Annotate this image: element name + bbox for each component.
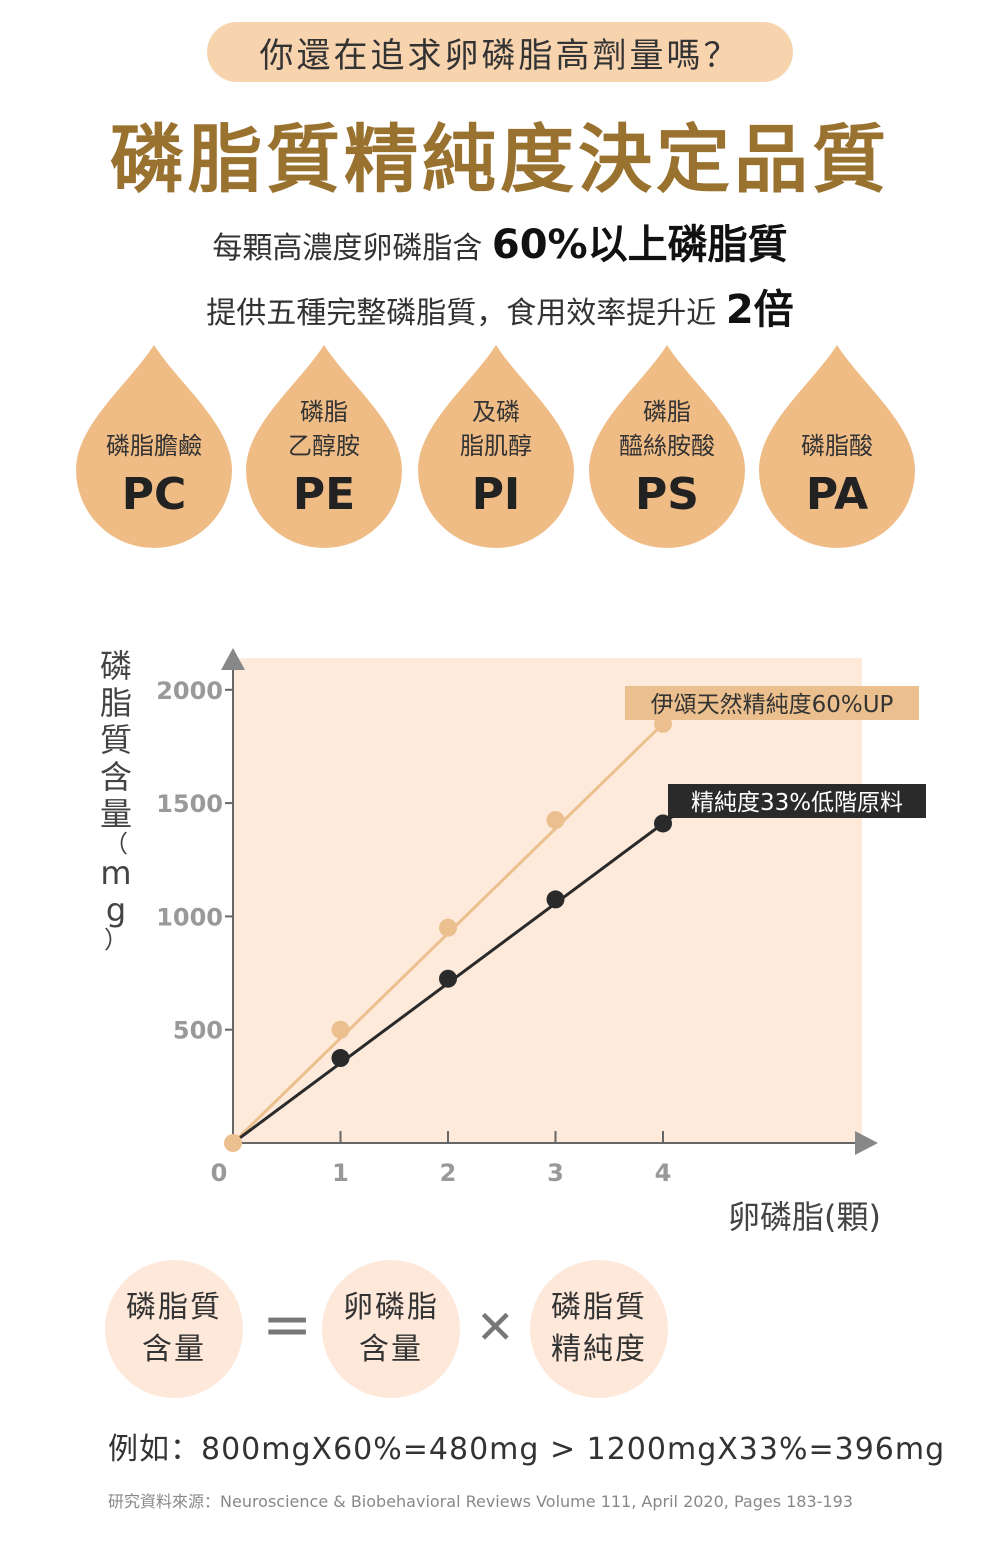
- chart-y-label-char: g: [105, 891, 127, 929]
- legend-label-low: 精純度33%低階原料: [691, 790, 903, 816]
- drop-code: PC: [121, 469, 187, 520]
- question-pill: 你還在追求卵磷脂高劑量嗎？: [207, 22, 793, 82]
- drop-label-2: 醯絲胺酸: [619, 432, 715, 460]
- formula-c2: 精純度: [551, 1332, 647, 1367]
- data-point: [224, 1134, 242, 1152]
- formula-content-circle: 磷脂質 含量: [105, 1260, 243, 1398]
- drop-pe: 磷脂 乙醇胺 PE: [246, 345, 402, 550]
- subline-1-highlight: 60%以上磷脂質: [491, 222, 788, 268]
- data-point: [546, 811, 565, 830]
- drop-ps: 磷脂 醯絲胺酸 PS: [589, 345, 745, 550]
- subline-2-text: 提供五種完整磷脂質，食用效率提升近: [206, 296, 717, 331]
- series-line: [231, 688, 699, 1145]
- subline-1: 每顆高濃度卵磷脂含 60%以上磷脂質: [0, 212, 1000, 270]
- legend-box-low: [668, 784, 926, 818]
- x-tick-label: 3: [547, 1159, 564, 1187]
- data-point: [439, 918, 457, 937]
- y-tick-label: 500: [173, 1017, 223, 1045]
- chart-y-label-char: 量: [99, 795, 132, 833]
- headline: 磷脂質精純度決定品質: [110, 117, 890, 203]
- x-tick-label: 0: [211, 1159, 228, 1187]
- x-tick-label: 4: [655, 1159, 672, 1187]
- source-citation: 研究資料來源：Neuroscience & Biobehavioral Revi…: [108, 1492, 853, 1511]
- drop-code: PS: [635, 469, 699, 520]
- drop-label-1: 磷脂: [300, 398, 348, 426]
- subline-2-highlight: 2倍: [725, 287, 794, 333]
- formula-a1: 磷脂質: [126, 1290, 222, 1325]
- drop-code: PI: [471, 469, 521, 520]
- chart-y-label-char: （: [104, 830, 128, 858]
- phospholipid-chart: 500 1000 1500 2000 0 1 2 3 4 伊頌天然精純度60%UP 精純度33%低階…: [156, 648, 926, 1187]
- chart-y-label: 磷脂質含量（m g）: [96, 647, 136, 954]
- y-tick-label: 1500: [156, 790, 223, 818]
- y-tick-label: 1000: [156, 903, 223, 931]
- formula-b2: 含量: [359, 1332, 423, 1367]
- drop-shape-icon: [418, 345, 574, 548]
- drop-pc: 磷脂膽鹼 PC: [76, 345, 232, 550]
- chart-y-label-char: 含: [99, 758, 132, 796]
- drop-pi: 及磷 脂肌醇 PI: [418, 345, 574, 550]
- formula-purity-circle: 磷脂質 精純度: [530, 1260, 668, 1398]
- multiply-icon: ✕: [476, 1300, 515, 1354]
- drop-label-2: 脂肌醇: [460, 432, 532, 460]
- y-tick-label: 2000: [156, 677, 223, 705]
- legend-label-high: 伊頌天然精純度60%UP: [651, 692, 894, 718]
- data-point: [654, 814, 672, 833]
- x-tick-label: 1: [332, 1159, 349, 1187]
- drop-label-1: 及磷: [472, 398, 520, 426]
- drop-code: PA: [805, 469, 869, 520]
- legend-box-high: [625, 686, 919, 720]
- subline-1-text: 每顆高濃度卵磷脂含: [212, 231, 483, 266]
- drop-label-2: 磷脂膽鹼: [106, 432, 202, 460]
- x-axis-arrow-icon: [855, 1131, 878, 1155]
- data-point: [439, 969, 457, 988]
- series-line: [232, 786, 713, 1145]
- chart-y-label-char: 脂: [99, 684, 132, 722]
- drop-label-1: 磷脂: [643, 398, 691, 426]
- drop-shape-icon: [759, 345, 915, 548]
- chart-y-label-char: ）: [104, 926, 128, 954]
- drop-shape-icon: [589, 345, 745, 548]
- chart-x-label: 卵磷脂(顆): [728, 1198, 881, 1236]
- x-tick-label: 2: [440, 1159, 457, 1187]
- equals-icon: =: [262, 1290, 313, 1360]
- formula-lecithin-circle: 卵磷脂 含量: [322, 1260, 460, 1398]
- formula-c1: 磷脂質: [551, 1290, 647, 1325]
- chart-y-label-char: m: [100, 854, 132, 892]
- subline-2: 提供五種完整磷脂質，食用效率提升近 2倍: [0, 277, 1000, 335]
- drop-label-2: 磷脂酸: [801, 432, 873, 460]
- question-text: 你還在追求卵磷脂高劑量嗎？: [259, 35, 741, 76]
- chart-y-label-char: 磷: [99, 647, 132, 685]
- data-point: [331, 1020, 350, 1039]
- chart-y-label-char: 質: [99, 721, 132, 759]
- example-text: 例如：800mgX60%=480mg > 1200mgX33%=396mg: [108, 1432, 946, 1467]
- drop-pa: 磷脂酸 PA: [759, 345, 915, 550]
- y-axis-arrow-icon: [221, 648, 245, 670]
- drop-label-2: 乙醇胺: [288, 432, 360, 460]
- data-point: [546, 890, 565, 909]
- drop-shape-icon: [246, 345, 402, 548]
- data-point: [331, 1049, 350, 1068]
- drop-shape-icon: [76, 345, 232, 548]
- formula-a2: 含量: [142, 1332, 206, 1367]
- formula-b1: 卵磷脂: [343, 1290, 439, 1325]
- drop-code: PE: [292, 469, 356, 520]
